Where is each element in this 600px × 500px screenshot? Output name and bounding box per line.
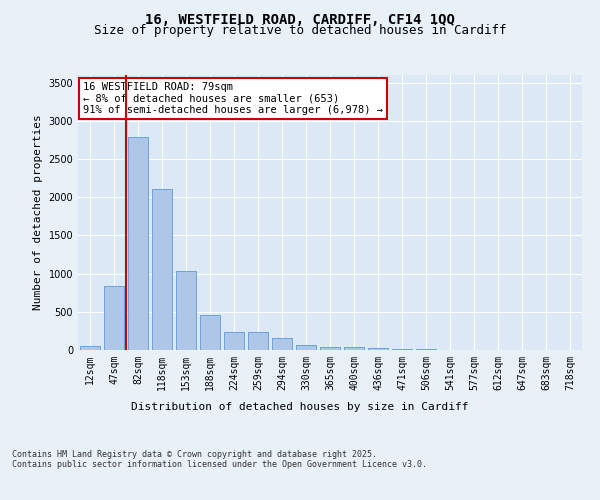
Bar — [104, 286, 124, 350]
Bar — [176, 270, 196, 350]
Bar — [416, 349, 436, 350]
Bar — [320, 347, 340, 350]
Bar — [344, 348, 364, 350]
Y-axis label: Number of detached properties: Number of detached properties — [33, 114, 43, 310]
Bar — [392, 349, 412, 350]
Text: Size of property relative to detached houses in Cardiff: Size of property relative to detached ho… — [94, 24, 506, 37]
Text: 16 WESTFIELD ROAD: 79sqm
← 8% of detached houses are smaller (653)
91% of semi-d: 16 WESTFIELD ROAD: 79sqm ← 8% of detache… — [83, 82, 383, 115]
Bar — [152, 189, 172, 350]
Bar — [248, 332, 268, 350]
Bar — [224, 332, 244, 350]
Bar — [128, 137, 148, 350]
Bar — [272, 338, 292, 350]
Text: Distribution of detached houses by size in Cardiff: Distribution of detached houses by size … — [131, 402, 469, 412]
Bar — [368, 348, 388, 350]
Bar — [200, 315, 220, 350]
Text: 16, WESTFIELD ROAD, CARDIFF, CF14 1QQ: 16, WESTFIELD ROAD, CARDIFF, CF14 1QQ — [145, 12, 455, 26]
Bar — [80, 346, 100, 350]
Bar — [296, 345, 316, 350]
Text: Contains HM Land Registry data © Crown copyright and database right 2025.
Contai: Contains HM Land Registry data © Crown c… — [12, 450, 427, 469]
